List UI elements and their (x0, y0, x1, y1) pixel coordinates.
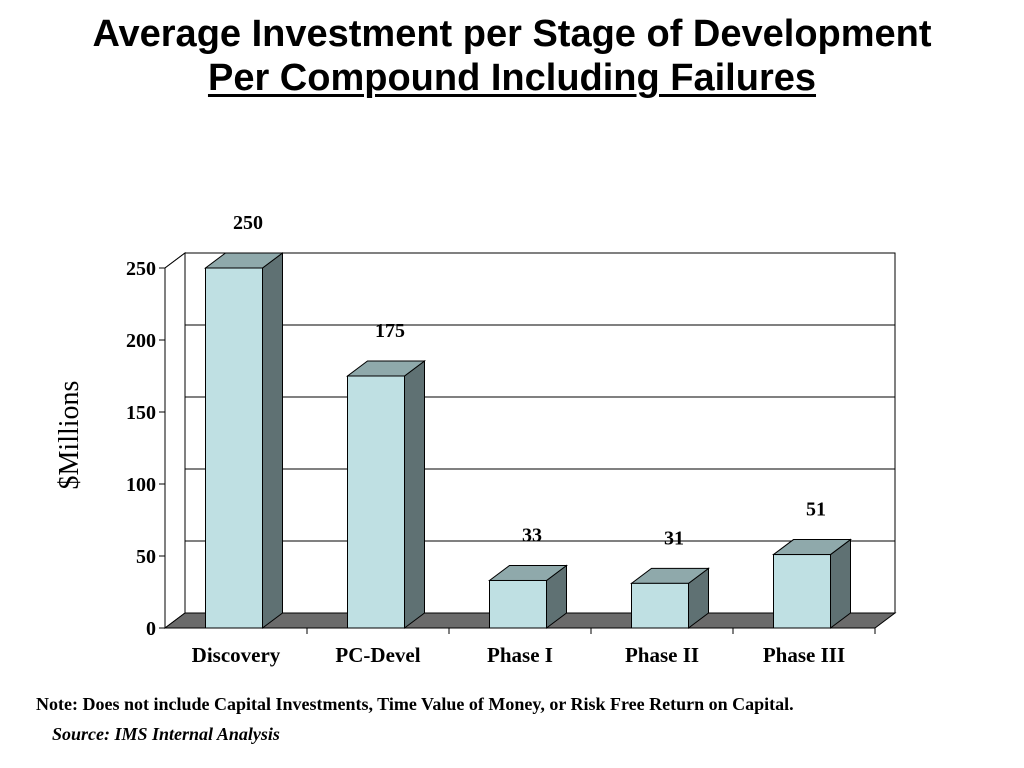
x-tick-label: Discovery (192, 643, 281, 667)
bar (773, 554, 831, 629)
data-label: 250 (233, 212, 263, 234)
bar (631, 582, 689, 629)
bar (205, 267, 263, 629)
source-note: Source: IMS Internal Analysis (52, 724, 280, 744)
x-tick-label: Phase I (487, 643, 553, 667)
bar-chart: 0 50 100 150 200 250 250 Discovery 175 PC-Devel 3… (126, 212, 897, 667)
data-label: 33 (522, 524, 542, 546)
data-label: 51 (806, 499, 826, 521)
chart-title: Average Investment per Stage of Developm… (0, 12, 1024, 100)
y-tick-label: 200 (126, 330, 156, 352)
y-tick-label: 250 (126, 258, 156, 280)
x-tick-label: PC-Devel (335, 643, 420, 667)
data-label: 31 (664, 527, 684, 549)
bar (489, 579, 547, 629)
y-tick-label: 50 (136, 546, 156, 568)
chart-title-line1: Average Investment per Stage of Developm… (92, 13, 932, 55)
footnote: Note: Does not include Capital Investmen… (36, 694, 794, 714)
chart-side-wall (164, 252, 186, 629)
x-tick-label: Phase III (763, 643, 845, 667)
y-tick-label: 0 (146, 618, 156, 640)
data-label: 175 (375, 320, 405, 342)
chart-title-line2: Per Compound Including Failures (207, 57, 817, 99)
x-tick-label: Phase II (625, 643, 699, 667)
y-tick-label: 100 (126, 474, 156, 496)
bar (347, 375, 405, 629)
bar-side (404, 360, 425, 629)
bar-side (262, 252, 283, 629)
y-tick-label: 150 (126, 402, 156, 424)
